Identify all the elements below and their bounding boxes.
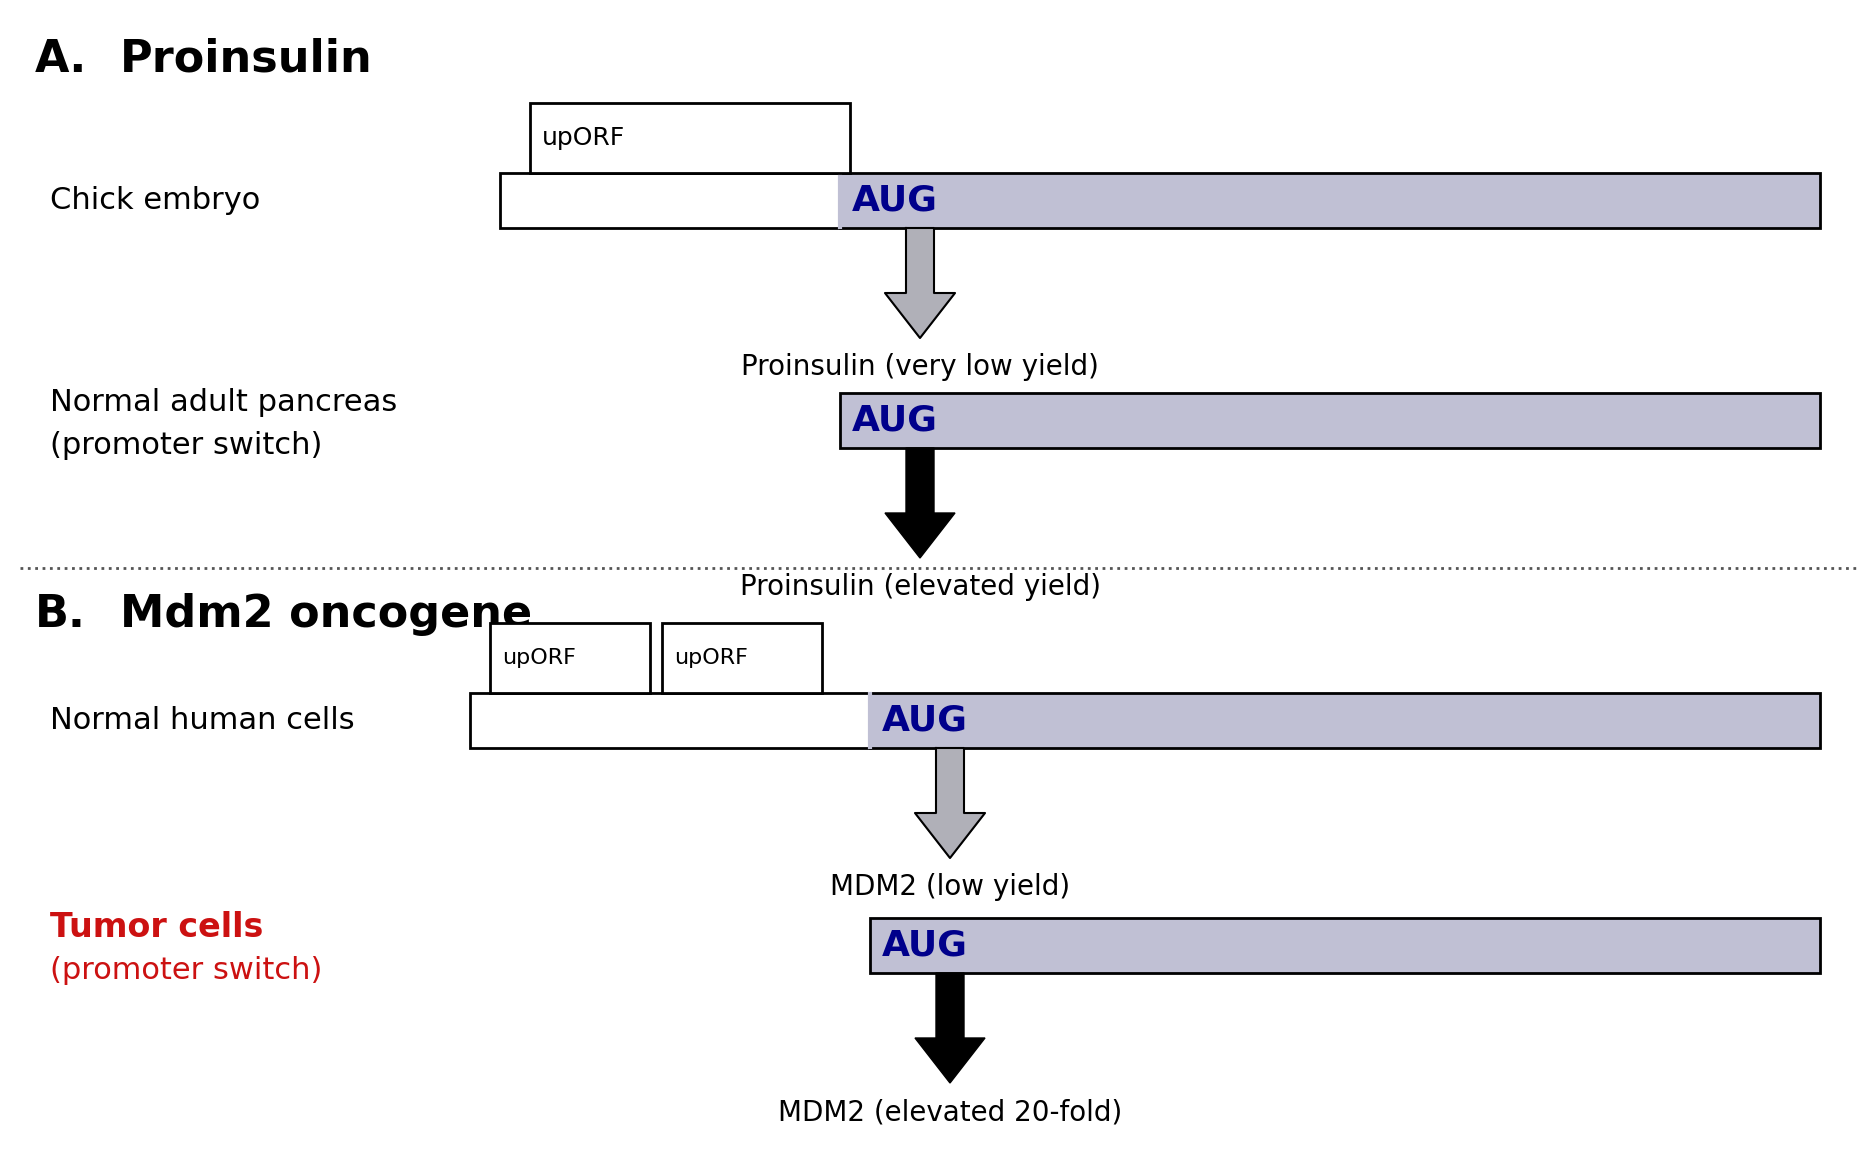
Text: MDM2 (low yield): MDM2 (low yield) [829,872,1069,901]
Text: Normal adult pancreas: Normal adult pancreas [51,388,398,417]
Bar [906,228,934,293]
Text: (promoter switch): (promoter switch) [51,431,323,460]
Text: Proinsulin (very low yield): Proinsulin (very low yield) [741,353,1099,381]
Polygon shape [915,973,985,1083]
Bar [471,693,870,748]
Text: Normal human cells: Normal human cells [51,705,355,735]
Text: upORF: upORF [673,648,749,668]
Text: AUG: AUG [852,403,938,438]
Bar [936,748,964,813]
Text: upORF: upORF [542,126,625,150]
Bar [490,623,649,693]
Bar [870,918,1820,973]
Text: Proinsulin (elevated yield): Proinsulin (elevated yield) [739,573,1101,602]
Text: Chick embryo: Chick embryo [51,186,261,215]
Text: Tumor cells: Tumor cells [51,911,263,944]
Bar [840,392,1820,449]
Bar [662,623,822,693]
Text: (promoter switch): (promoter switch) [51,955,323,985]
Text: upORF: upORF [503,648,576,668]
Text: AUG: AUG [852,183,938,217]
Polygon shape [915,748,985,858]
Text: MDM2 (elevated 20-fold): MDM2 (elevated 20-fold) [779,1098,1122,1126]
Bar [531,103,850,173]
Polygon shape [885,449,955,558]
Polygon shape [885,228,955,338]
Polygon shape [915,813,985,858]
Bar [840,173,1820,228]
Text: A.: A. [36,39,88,81]
Bar [501,173,840,228]
Text: Mdm2 oncogene: Mdm2 oncogene [120,593,533,637]
Text: B.: B. [36,593,86,637]
Text: AUG: AUG [882,703,968,737]
Polygon shape [885,293,955,338]
Bar [870,693,1820,748]
Text: Proinsulin: Proinsulin [120,39,373,81]
Text: AUG: AUG [882,929,968,962]
